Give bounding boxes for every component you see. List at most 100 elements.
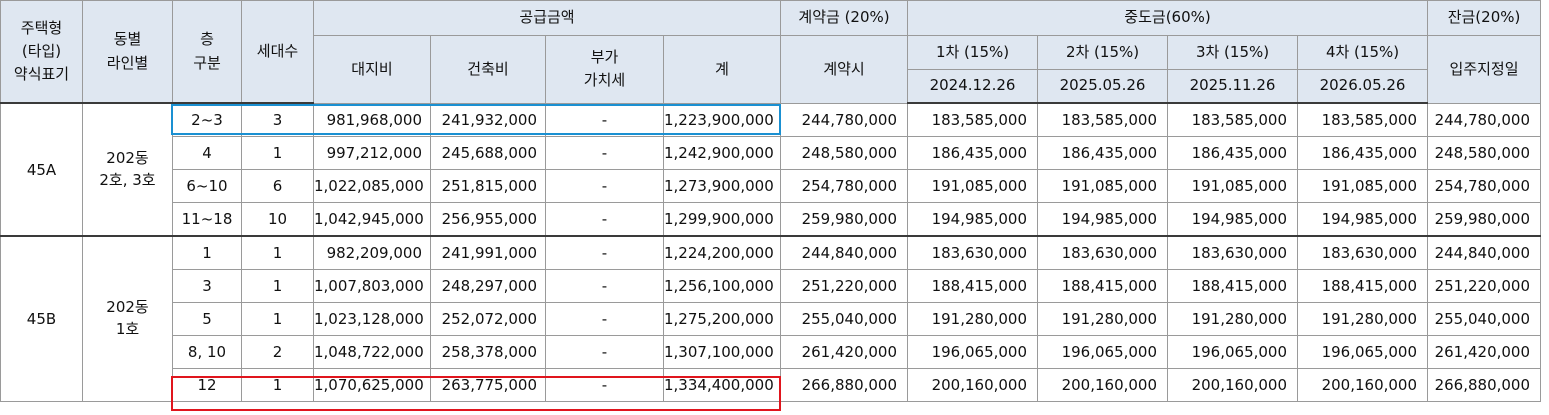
units-cell: 1 xyxy=(241,368,314,402)
vat-cell: - xyxy=(545,169,664,203)
vat-cell: - xyxy=(545,335,664,369)
header-floor: 층 구분 xyxy=(172,0,242,104)
header-deposit-when: 계약시 xyxy=(780,35,909,104)
land-cell: 1,007,803,000 xyxy=(313,269,431,303)
deposit-cell: 261,420,000 xyxy=(780,335,909,369)
building-cell: 241,991,000 xyxy=(430,235,546,270)
building-cell: 258,378,000 xyxy=(430,335,546,369)
deposit-cell: 255,040,000 xyxy=(780,302,909,336)
header-type: 주택형 (타입) 약식표기 xyxy=(0,0,83,104)
mid2-cell: 186,435,000 xyxy=(1037,136,1169,170)
balance-cell: 266,880,000 xyxy=(1427,368,1542,402)
mid1-cell: 186,435,000 xyxy=(907,136,1039,170)
land-cell: 1,022,085,000 xyxy=(313,169,431,203)
header-units: 세대수 xyxy=(241,0,314,104)
building-cell: 256,955,000 xyxy=(430,202,546,237)
mid4-cell: 194,985,000 xyxy=(1297,202,1429,237)
balance-cell: 248,580,000 xyxy=(1427,136,1542,170)
building-cell: 245,688,000 xyxy=(430,136,546,170)
vat-cell: - xyxy=(545,202,664,237)
mid2-cell: 194,985,000 xyxy=(1037,202,1169,237)
mid4-cell: 188,415,000 xyxy=(1297,269,1429,303)
header-mid2: 2차 (15%) xyxy=(1037,35,1169,70)
deposit-cell: 244,840,000 xyxy=(780,235,909,270)
land-cell: 997,212,000 xyxy=(313,136,431,170)
mid1-cell: 194,985,000 xyxy=(907,202,1039,237)
units-cell: 1 xyxy=(241,302,314,336)
land-cell: 1,070,625,000 xyxy=(313,368,431,402)
balance-cell: 244,780,000 xyxy=(1427,102,1542,137)
table-row: 11~18 10 1,042,945,000 256,955,000 - 1,2… xyxy=(1,202,1542,237)
table-body: 45A 202동 2호, 3호 2~3 3 981,968,000 241,93… xyxy=(0,102,1542,402)
header-balance-when: 입주지정일 xyxy=(1427,35,1542,104)
floor-cell: 6~10 xyxy=(172,169,242,203)
mid3-cell: 191,280,000 xyxy=(1167,302,1299,336)
mid2-cell: 191,280,000 xyxy=(1037,302,1169,336)
table-row: 45B 202동 1호 1 1 982,209,000 241,991,000 … xyxy=(0,235,1542,402)
dong-cell: 202동 1호 xyxy=(82,235,173,402)
total-cell: 1,334,400,000 xyxy=(662,368,782,402)
building-cell: 251,815,000 xyxy=(430,169,546,203)
mid4-cell: 191,280,000 xyxy=(1297,302,1429,336)
header-mid2-date: 2025.05.26 xyxy=(1037,69,1169,104)
mid4-cell: 183,630,000 xyxy=(1297,235,1429,270)
header-mid1: 1차 (15%) xyxy=(907,35,1039,70)
total-cell: 1,223,900,000 xyxy=(662,102,782,137)
balance-cell: 261,420,000 xyxy=(1427,335,1542,369)
table-row: 4 1 997,212,000 245,688,000 - 1,242,900,… xyxy=(1,136,1542,170)
vat-cell: - xyxy=(545,136,664,170)
header-middle-payment: 중도금(60%) xyxy=(907,0,1429,36)
mid3-cell: 186,435,000 xyxy=(1167,136,1299,170)
table-row: 12 1 1,070,625,000 263,775,000 - 1,334,4… xyxy=(1,368,1542,402)
deposit-cell: 254,780,000 xyxy=(780,169,909,203)
deposit-cell: 244,780,000 xyxy=(780,102,909,137)
units-cell: 1 xyxy=(241,235,314,270)
header-mid3: 3차 (15%) xyxy=(1167,35,1299,70)
vat-cell: - xyxy=(545,302,664,336)
balance-cell: 251,220,000 xyxy=(1427,269,1542,303)
header-land: 대지비 xyxy=(313,35,431,104)
mid4-cell: 196,065,000 xyxy=(1297,335,1429,369)
deposit-cell: 251,220,000 xyxy=(780,269,909,303)
table-row: 3 1 1,007,803,000 248,297,000 - 1,256,10… xyxy=(1,269,1542,303)
mid4-cell: 186,435,000 xyxy=(1297,136,1429,170)
vat-cell: - xyxy=(545,102,664,137)
mid1-cell: 183,630,000 xyxy=(907,235,1039,270)
table-row: 6~10 6 1,022,085,000 251,815,000 - 1,273… xyxy=(1,169,1542,203)
mid1-cell: 183,585,000 xyxy=(907,102,1039,137)
units-cell: 3 xyxy=(241,102,314,137)
table-header: 주택형 (타입) 약식표기 동별 라인별 층 구분 세대수 공급금액 계약금 (… xyxy=(0,0,1542,104)
mid2-cell: 183,630,000 xyxy=(1037,235,1169,270)
mid3-cell: 196,065,000 xyxy=(1167,335,1299,369)
land-cell: 1,023,128,000 xyxy=(313,302,431,336)
header-balance: 잔금(20%) xyxy=(1427,0,1542,36)
total-cell: 1,299,900,000 xyxy=(662,202,782,237)
deposit-cell: 248,580,000 xyxy=(780,136,909,170)
floor-cell: 3 xyxy=(172,269,242,303)
floor-cell: 5 xyxy=(172,302,242,336)
floor-cell: 1 xyxy=(172,235,242,270)
building-cell: 241,932,000 xyxy=(430,102,546,137)
vat-cell: - xyxy=(545,368,664,402)
mid1-cell: 191,280,000 xyxy=(907,302,1039,336)
mid2-cell: 191,085,000 xyxy=(1037,169,1169,203)
mid1-cell: 191,085,000 xyxy=(907,169,1039,203)
total-cell: 1,256,100,000 xyxy=(662,269,782,303)
mid3-cell: 194,985,000 xyxy=(1167,202,1299,237)
mid1-cell: 188,415,000 xyxy=(907,269,1039,303)
mid1-cell: 196,065,000 xyxy=(907,335,1039,369)
mid1-cell: 200,160,000 xyxy=(907,368,1039,402)
type-cell: 45A xyxy=(0,102,83,237)
floor-cell: 8, 10 xyxy=(172,335,242,369)
balance-cell: 255,040,000 xyxy=(1427,302,1542,336)
building-cell: 248,297,000 xyxy=(430,269,546,303)
price-table: 주택형 (타입) 약식표기 동별 라인별 층 구분 세대수 공급금액 계약금 (… xyxy=(0,0,1542,402)
mid3-cell: 188,415,000 xyxy=(1167,269,1299,303)
vat-cell: - xyxy=(545,235,664,270)
floor-cell: 12 xyxy=(172,368,242,402)
land-cell: 982,209,000 xyxy=(313,235,431,270)
header-deposit: 계약금 (20%) xyxy=(780,0,909,36)
land-cell: 1,042,945,000 xyxy=(313,202,431,237)
floor-cell: 11~18 xyxy=(172,202,242,237)
mid4-cell: 200,160,000 xyxy=(1297,368,1429,402)
